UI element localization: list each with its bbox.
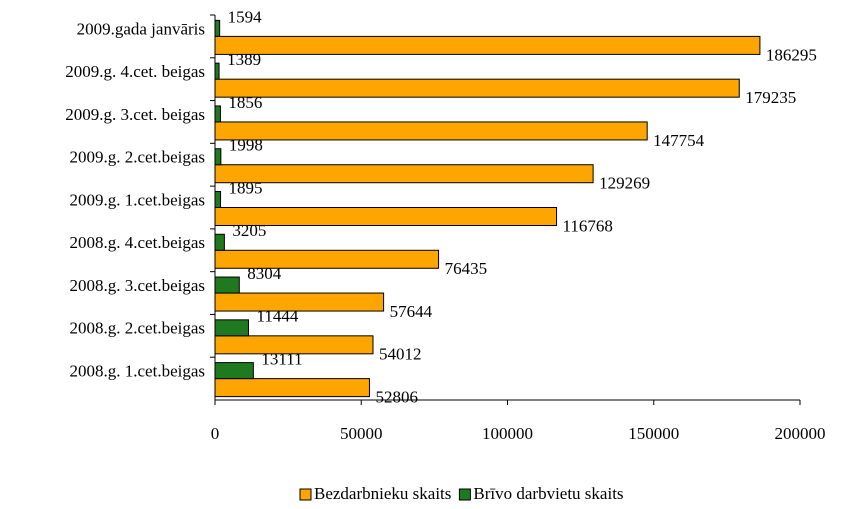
data-label: 1998: [229, 136, 263, 155]
data-label: 57644: [390, 302, 433, 321]
data-label: 52806: [375, 388, 418, 407]
x-tick-label: 50000: [340, 424, 383, 443]
y-tick-label: 2008.g. 1.cet.beigas: [70, 362, 206, 381]
data-label: 1856: [228, 93, 262, 112]
x-tick-label: 150000: [628, 424, 679, 443]
bar: [214, 319, 249, 337]
bar: [214, 78, 740, 98]
y-tick-label: 2009.gada janvāris: [77, 19, 205, 38]
data-label: 13111: [261, 350, 302, 369]
y-tick-label: 2009.g. 1.cet.beigas: [70, 190, 206, 209]
data-label: 54012: [379, 345, 422, 364]
data-label: 1389: [227, 50, 261, 69]
y-tick-label: 2009.g. 4.cet. beigas: [65, 62, 205, 81]
data-label: 186295: [766, 45, 817, 64]
legend-label: Bezdarbnieku skaits: [314, 484, 451, 503]
data-label: 1594: [228, 7, 263, 26]
bar: [214, 105, 221, 123]
bar: [214, 164, 594, 184]
x-tick-label: 200000: [775, 424, 826, 443]
x-tick-label: 0: [211, 424, 220, 443]
legend-swatch: [458, 488, 471, 501]
y-tick-label: 2009.g. 2.cet.beigas: [70, 148, 206, 167]
bar: [214, 19, 221, 37]
bar: [214, 121, 648, 141]
data-label: 179235: [745, 88, 796, 107]
bar: [214, 378, 370, 398]
data-label: 76435: [445, 259, 488, 278]
data-label: 1895: [229, 178, 263, 197]
y-tick-label: 2008.g. 3.cet.beigas: [70, 276, 206, 295]
bar: [214, 191, 222, 208]
bar: [214, 362, 254, 380]
data-label: 8304: [247, 264, 281, 283]
legend-swatch: [299, 488, 312, 501]
bar: [214, 148, 222, 166]
y-tick-label: 2008.g. 4.cet.beigas: [70, 233, 206, 252]
bar: [214, 335, 374, 355]
data-label: 116768: [563, 216, 613, 235]
bar: [214, 292, 385, 312]
x-tick-label: 100000: [482, 424, 533, 443]
data-label: 147754: [653, 131, 705, 150]
legend-label: Brīvo darbvietu skaits: [473, 484, 623, 503]
data-label: 11444: [256, 307, 298, 326]
y-tick-label: 2008.g. 2.cet.beigas: [70, 319, 206, 338]
data-label: 129269: [599, 174, 650, 193]
bar: [214, 233, 225, 251]
bar: [214, 276, 240, 294]
data-label: 3205: [232, 221, 266, 240]
y-tick-label: 2009.g. 3.cet. beigas: [65, 105, 205, 124]
bar: [214, 207, 558, 226]
bar: [214, 35, 761, 55]
bar: [214, 62, 220, 80]
bar: [214, 249, 440, 269]
